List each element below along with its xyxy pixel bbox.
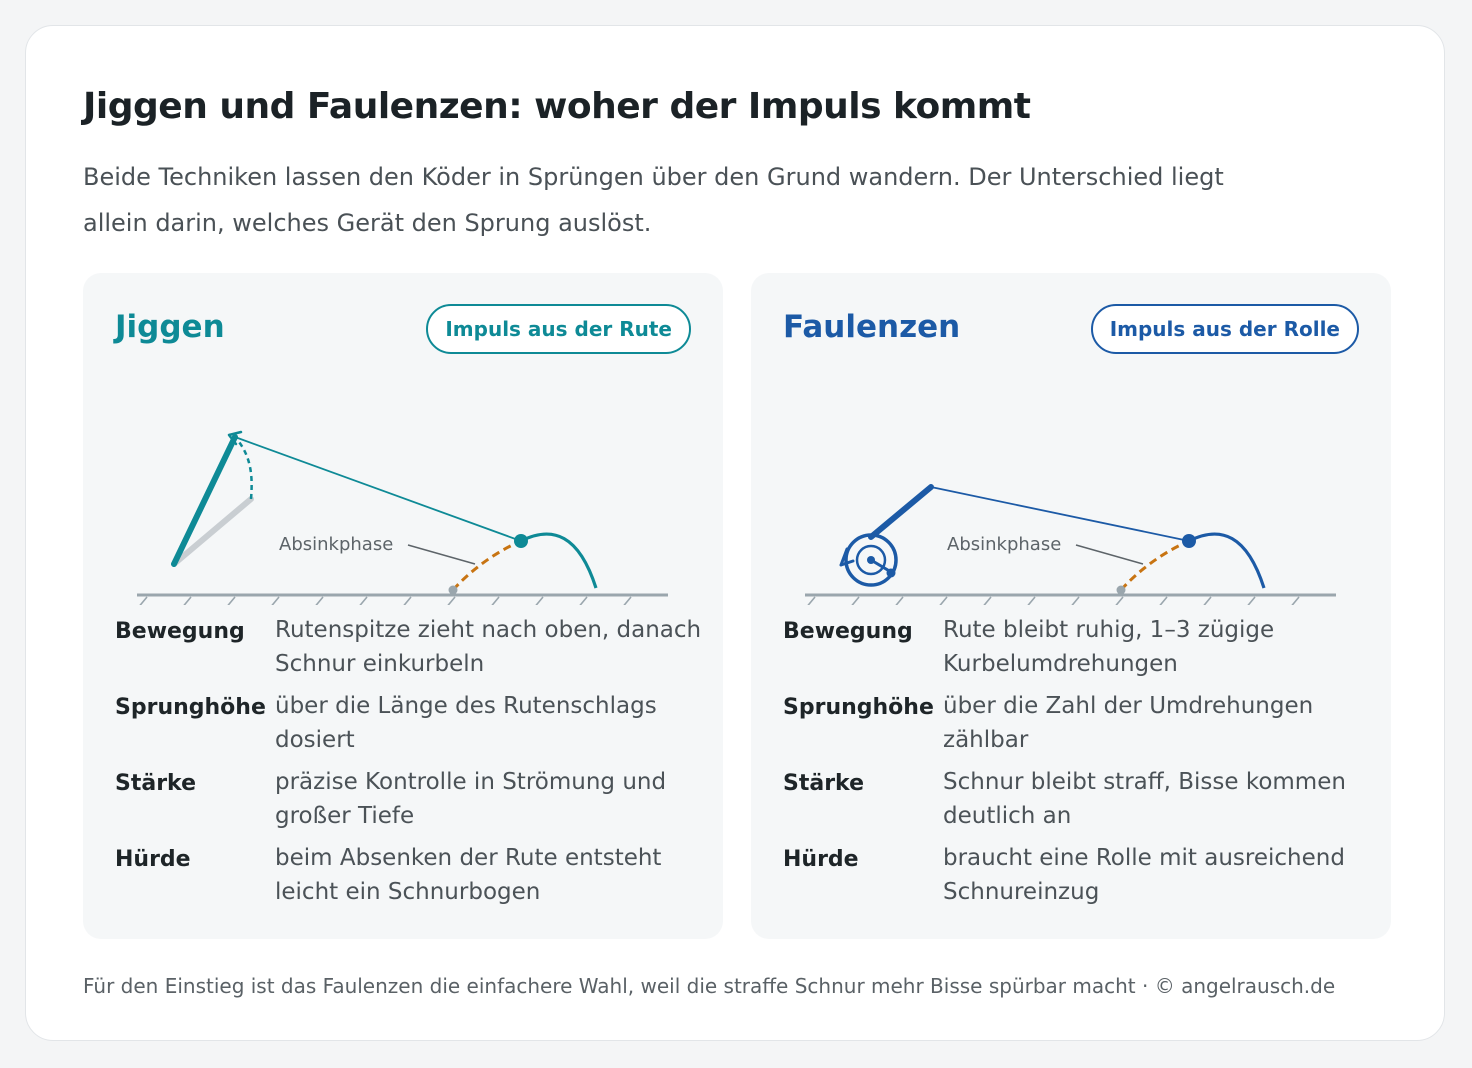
fact-row: Hürde braucht eine Rolle mit ausreichend…	[783, 841, 1373, 909]
fact-value: über die Zahl der Umdrehungen zählbar	[943, 693, 1314, 753]
ground-hatch	[139, 596, 632, 605]
ground-hatch	[807, 596, 1300, 605]
fact-label: Stärke	[783, 771, 865, 796]
fact-value: Schnur bleibt straff, Bisse kommen deutl…	[943, 769, 1346, 829]
fact-value: über die Länge des Rutenschlags dosiert	[275, 693, 657, 753]
fact-row: Bewegung Rutenspitze zieht nach oben, da…	[115, 613, 705, 681]
badge-impuls-rute: Impuls aus der Rute	[426, 304, 691, 354]
rod-fixed	[868, 484, 934, 540]
fact-row: Stärke präzise Kontrolle in Strömung und…	[115, 765, 705, 833]
rod-start-position	[171, 496, 254, 567]
lure-point	[1182, 534, 1196, 548]
fact-label: Stärke	[115, 771, 197, 796]
ground-point	[1116, 585, 1126, 595]
intro-text: Beide Techniken lassen den Köder in Sprü…	[83, 163, 1224, 237]
panel-title-faulenzen: Faulenzen	[783, 309, 961, 345]
fact-row: Stärke Schnur bleibt straff, Bisse komme…	[783, 765, 1373, 833]
panel-faulenzen: Faulenzen Impuls aus der Rolle	[751, 273, 1391, 939]
sink-phase-leader	[1075, 544, 1144, 565]
fishing-line	[234, 436, 522, 542]
fact-label: Sprunghöhe	[115, 695, 266, 720]
fact-value: Rutenspitze zieht nach oben, danach Schn…	[275, 617, 702, 677]
sink-phase-path	[1119, 539, 1190, 591]
fact-value: braucht eine Rolle mit ausreichend Schnu…	[943, 845, 1345, 905]
fact-row: Sprunghöhe über die Länge des Rutenschla…	[115, 689, 705, 757]
fact-value: beim Absenken der Rute entsteht leicht e…	[275, 845, 662, 905]
sink-phase-path	[451, 539, 522, 591]
sink-phase-label: Absinkphase	[947, 534, 1061, 555]
faulenzen-diagram: Absinkphase	[805, 484, 1336, 605]
sink-phase-label: Absinkphase	[279, 534, 393, 555]
panel-jiggen: Jiggen Impuls aus der Rute	[83, 273, 723, 939]
jump-arc	[1188, 532, 1266, 589]
fact-label: Bewegung	[115, 619, 245, 644]
page-title: Jiggen und Faulenzen: woher der Impuls k…	[83, 86, 1031, 127]
fact-label: Bewegung	[783, 619, 913, 644]
jump-arc	[520, 532, 598, 589]
facts-jiggen: Bewegung Rutenspitze zieht nach oben, da…	[115, 613, 705, 917]
infographic-card: Jiggen und Faulenzen: woher der Impuls k…	[25, 25, 1445, 1041]
fact-value: Rute bleibt ruhig, 1–3 zügige Kurbelumdr…	[943, 617, 1275, 677]
badge-impuls-rolle: Impuls aus der Rolle	[1090, 304, 1359, 354]
fact-row: Sprunghöhe über die Zahl der Umdrehungen…	[783, 689, 1373, 757]
fact-label: Hürde	[783, 847, 859, 872]
fact-row: Bewegung Rute bleibt ruhig, 1–3 zügige K…	[783, 613, 1373, 681]
fact-value: präzise Kontrolle in Strömung und großer…	[275, 769, 667, 829]
fact-label: Hürde	[115, 847, 191, 872]
lure-point	[514, 534, 528, 548]
ground-point	[448, 585, 458, 595]
arrow-head-icon	[227, 430, 243, 446]
facts-faulenzen: Bewegung Rute bleibt ruhig, 1–3 zügige K…	[783, 613, 1373, 917]
reel-icon	[839, 533, 898, 587]
sink-phase-leader	[407, 544, 476, 565]
fishing-line	[930, 486, 1190, 542]
rod-raised	[171, 434, 238, 567]
jiggen-diagram: Absinkphase	[137, 430, 668, 605]
fact-label: Sprunghöhe	[783, 695, 934, 720]
rod-tip-path	[234, 436, 253, 500]
footnote: Für den Einstieg ist das Faulenzen die e…	[83, 974, 1336, 998]
fact-row: Hürde beim Absenken der Rute entsteht le…	[115, 841, 705, 909]
panel-title-jiggen: Jiggen	[115, 309, 225, 345]
